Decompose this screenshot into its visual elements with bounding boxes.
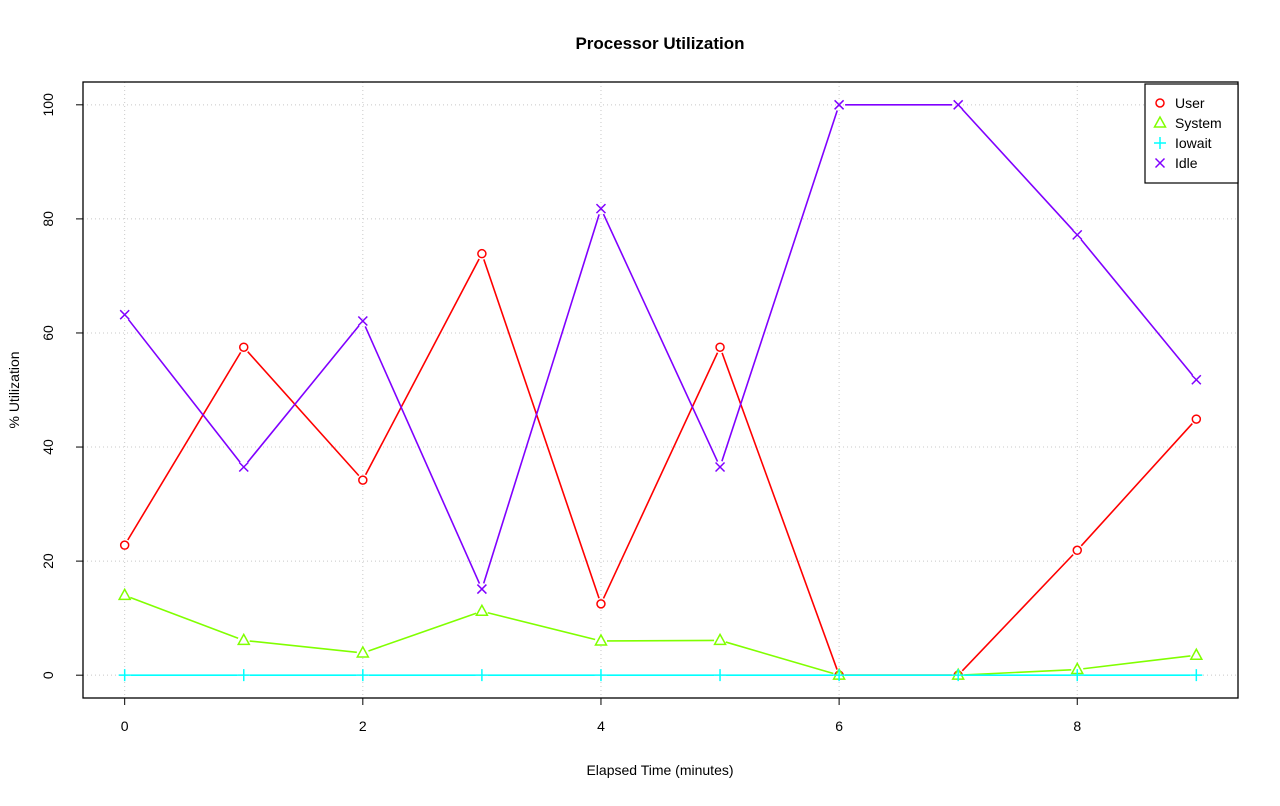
x-tick-label: 6 — [835, 718, 843, 734]
data-point-user — [358, 475, 368, 485]
y-tick-label: 20 — [40, 553, 56, 569]
data-point-system — [236, 632, 251, 646]
chart-title: Processor Utilization — [575, 34, 744, 53]
series-line-segment — [247, 351, 360, 477]
legend-marker-idle — [1154, 157, 1166, 169]
grid — [83, 82, 1238, 698]
data-point-iowait — [237, 669, 250, 682]
legend-label: Iowait — [1175, 135, 1212, 151]
series-line-segment — [1080, 422, 1193, 547]
data-point-idle — [119, 309, 130, 320]
x-tick-label: 8 — [1073, 718, 1081, 734]
legend: User System Iowait Idle — [1144, 83, 1239, 184]
data-point-system — [1189, 647, 1204, 660]
plot-frame — [82, 81, 1239, 699]
series-line-segment — [602, 213, 719, 462]
series-line-segment — [721, 110, 838, 462]
data-point-iowait — [356, 669, 369, 682]
legend-label: Idle — [1175, 155, 1198, 171]
y-tick-label: 0 — [40, 671, 56, 679]
data-point-iowait — [833, 669, 846, 682]
y-tick-label: 80 — [40, 211, 56, 227]
data-point-iowait — [1071, 669, 1084, 682]
data-point-user — [596, 599, 606, 609]
legend-label: User — [1175, 95, 1205, 111]
series-line-segment — [368, 612, 477, 652]
data-point-idle — [953, 99, 964, 110]
data-point-iowait — [714, 669, 727, 682]
y-axis-label: % Utilization — [6, 351, 22, 428]
series-line-segment — [964, 668, 1072, 676]
series-line-segment — [364, 258, 480, 476]
series-system — [117, 587, 1204, 680]
series-line-segment — [721, 352, 838, 670]
data-point-system — [356, 645, 370, 658]
x-tick-label: 4 — [597, 718, 605, 734]
series-line-segment — [364, 326, 481, 584]
data-point-system — [117, 587, 132, 601]
series-iowait — [118, 669, 1203, 682]
series-line-segment — [127, 318, 241, 463]
data-point-user — [477, 248, 487, 259]
data-point-iowait — [118, 669, 131, 682]
data-point-idle — [1191, 374, 1202, 385]
data-point-user — [1191, 414, 1202, 424]
legend-marker-system — [1153, 115, 1167, 128]
series-line-segment — [602, 352, 719, 599]
x-tick-label: 2 — [359, 718, 367, 734]
series-line-segment — [961, 108, 1074, 231]
series-line-segment — [483, 259, 600, 599]
series-line-segment — [487, 611, 596, 641]
series-line-segment — [1080, 238, 1194, 376]
x-axis-label: Elapsed Time (minutes) — [586, 762, 733, 778]
data-point-user — [238, 342, 249, 352]
series-line-segment — [482, 214, 600, 584]
data-point-user — [715, 342, 725, 352]
data-point-iowait — [475, 669, 488, 682]
series-line-segment — [725, 641, 834, 675]
y-tick-label: 40 — [40, 439, 56, 455]
series-idle — [119, 99, 1202, 595]
data-point-user — [119, 540, 130, 550]
series-line-segment — [961, 554, 1074, 672]
data-point-iowait — [952, 669, 965, 682]
data-point-idle — [715, 461, 726, 473]
series-user — [119, 248, 1202, 680]
y-tick-label: 60 — [40, 325, 56, 341]
series-line-segment — [127, 351, 242, 541]
series-line-segment — [606, 639, 715, 642]
y-tick-label: 100 — [40, 93, 56, 117]
series-group — [117, 99, 1204, 682]
data-point-system — [594, 633, 608, 646]
series-line-segment — [249, 640, 357, 654]
data-point-idle — [595, 203, 606, 214]
data-point-iowait — [594, 669, 607, 682]
y-axis: 0 20 40 60 80 100 — [40, 93, 83, 679]
x-tick-label: 0 — [121, 718, 129, 734]
series-line-segment — [1083, 655, 1191, 670]
data-point-user — [1072, 545, 1083, 556]
data-point-idle — [834, 99, 845, 110]
data-point-system — [475, 603, 489, 617]
data-point-system — [713, 632, 727, 646]
data-point-idle — [357, 315, 368, 327]
data-point-idle — [1072, 229, 1083, 240]
data-point-iowait — [1190, 669, 1203, 682]
series-line-segment — [246, 325, 360, 463]
legend-marker-iowait — [1154, 137, 1166, 149]
series-line-segment — [130, 596, 239, 640]
data-point-idle — [476, 584, 487, 595]
legend-marker-user — [1155, 98, 1165, 108]
x-axis: 0 2 4 6 8 — [121, 697, 1081, 734]
legend-label: System — [1175, 115, 1222, 131]
data-point-idle — [238, 461, 249, 473]
